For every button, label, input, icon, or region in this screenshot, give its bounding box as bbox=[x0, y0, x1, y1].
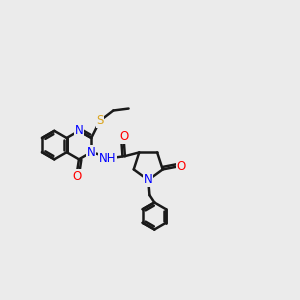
Text: O: O bbox=[72, 170, 81, 183]
Text: N: N bbox=[87, 146, 96, 159]
Text: NH: NH bbox=[99, 152, 116, 165]
Text: O: O bbox=[176, 160, 185, 173]
Text: S: S bbox=[96, 114, 103, 127]
Text: N: N bbox=[144, 173, 153, 186]
Text: N: N bbox=[75, 124, 83, 137]
Text: O: O bbox=[119, 130, 128, 143]
